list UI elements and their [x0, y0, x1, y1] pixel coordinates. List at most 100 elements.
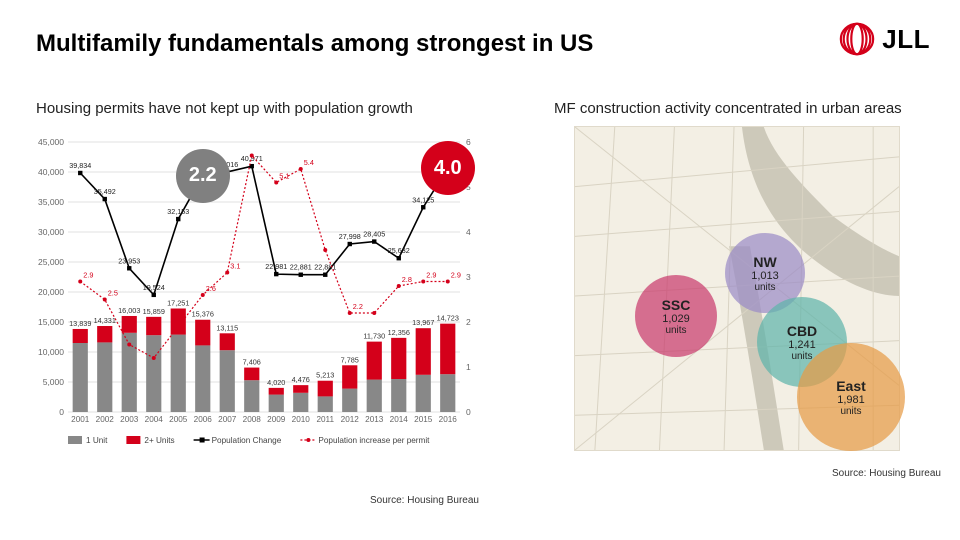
svg-text:32,153: 32,153 [167, 207, 189, 216]
svg-text:2015: 2015 [414, 415, 433, 424]
svg-text:14,331: 14,331 [94, 316, 116, 325]
bubble-name: NW [753, 254, 776, 270]
bar-2plus [269, 388, 284, 395]
svg-text:2003: 2003 [120, 415, 139, 424]
svg-text:5,000: 5,000 [43, 377, 65, 387]
svg-text:11,730: 11,730 [363, 332, 385, 341]
svg-text:2016: 2016 [439, 415, 458, 424]
bar-1unit [73, 343, 88, 412]
svg-text:2+ Units: 2+ Units [144, 436, 174, 445]
svg-text:17,251: 17,251 [167, 298, 189, 307]
source-right: Source: Housing Bureau [832, 468, 941, 479]
bubble-count: 1,241 [788, 339, 816, 351]
svg-text:16,003: 16,003 [118, 306, 140, 315]
svg-text:19,524: 19,524 [143, 283, 165, 292]
bar-1unit [171, 335, 186, 412]
bar-1unit [416, 375, 431, 412]
svg-text:2.8: 2.8 [402, 275, 412, 284]
svg-text:2001: 2001 [71, 415, 90, 424]
pop-change-line [80, 166, 448, 295]
svg-text:2.9: 2.9 [426, 271, 436, 280]
svg-text:2002: 2002 [96, 415, 115, 424]
svg-text:2: 2 [466, 317, 471, 327]
bubble-name: SSC [662, 297, 691, 313]
bar-2plus [318, 381, 333, 397]
svg-text:2009: 2009 [267, 415, 286, 424]
svg-text:40,000: 40,000 [38, 167, 64, 177]
svg-text:5,213: 5,213 [316, 371, 334, 380]
svg-text:2.9: 2.9 [83, 271, 93, 280]
svg-text:2014: 2014 [390, 415, 409, 424]
bar-1unit [440, 374, 455, 412]
bar-2plus [146, 317, 161, 335]
svg-text:3: 3 [466, 272, 471, 282]
bubble-name: East [836, 378, 866, 394]
svg-text:1: 1 [466, 362, 471, 372]
svg-text:22,981: 22,981 [265, 262, 287, 271]
svg-text:2008: 2008 [243, 415, 262, 424]
bubble-name: CBD [787, 323, 817, 339]
bar-2plus [73, 329, 88, 343]
svg-text:13,115: 13,115 [216, 323, 238, 332]
svg-text:14,723: 14,723 [437, 314, 459, 323]
bar-2plus [122, 316, 137, 333]
svg-text:2011: 2011 [316, 415, 334, 424]
svg-text:3.1: 3.1 [230, 262, 240, 271]
bubble-units: units [665, 325, 686, 336]
map-bubble-ssc: SSC1,029units [635, 275, 717, 357]
svg-text:45,000: 45,000 [38, 137, 64, 147]
permits-chart: 05,00010,00015,00020,00025,00030,00035,0… [28, 132, 488, 472]
svg-text:Population Change: Population Change [212, 436, 282, 445]
urban-map: SSC1,029unitsNW1,013unitsCBD1,241unitsEa… [574, 126, 900, 451]
svg-text:25,632: 25,632 [388, 246, 410, 255]
bar-1unit [244, 380, 259, 412]
bar-1unit [342, 389, 357, 412]
left-subtitle: Housing permits have not kept up with po… [36, 100, 413, 117]
bar-2plus [416, 328, 431, 375]
bar-1unit [318, 396, 333, 412]
svg-text:1 Unit: 1 Unit [86, 436, 108, 445]
svg-text:4,476: 4,476 [292, 375, 310, 384]
bubble-count: 1,013 [751, 270, 779, 282]
svg-text:5.4: 5.4 [304, 158, 314, 167]
svg-text:12,356: 12,356 [388, 328, 410, 337]
bar-2plus [244, 368, 259, 381]
svg-text:15,376: 15,376 [192, 310, 214, 319]
permits-chart-svg: 05,00010,00015,00020,00025,00030,00035,0… [28, 132, 488, 472]
svg-text:0: 0 [466, 407, 471, 417]
svg-text:0: 0 [59, 407, 64, 417]
svg-text:39,834: 39,834 [69, 161, 91, 170]
svg-text:4: 4 [466, 227, 471, 237]
bubble-units: units [840, 406, 861, 417]
svg-text:30,000: 30,000 [38, 227, 64, 237]
bar-2plus [391, 338, 406, 379]
svg-text:4,020: 4,020 [267, 378, 285, 387]
bar-2plus [171, 308, 186, 334]
svg-text:2.9: 2.9 [451, 271, 461, 280]
svg-text:10,000: 10,000 [38, 347, 64, 357]
bubble-count: 1,029 [662, 313, 690, 325]
chart-badge: 2.2 [176, 149, 230, 203]
svg-text:13,967: 13,967 [412, 318, 434, 327]
svg-text:2004: 2004 [145, 415, 164, 424]
bubble-units: units [754, 282, 775, 293]
bar-2plus [342, 365, 357, 388]
svg-text:25,000: 25,000 [38, 257, 64, 267]
bar-1unit [293, 393, 308, 412]
map-bubble-east: East1,981units [797, 343, 905, 451]
svg-text:35,000: 35,000 [38, 197, 64, 207]
bubble-units: units [791, 351, 812, 362]
source-left: Source: Housing Bureau [370, 495, 479, 506]
bar-1unit [269, 395, 284, 412]
bar-2plus [293, 385, 308, 393]
svg-text:2.5: 2.5 [108, 289, 118, 298]
svg-text:2007: 2007 [218, 415, 237, 424]
bar-1unit [367, 380, 382, 412]
slide-title: Multifamily fundamentals among strongest… [36, 30, 593, 58]
svg-text:2.6: 2.6 [206, 284, 216, 293]
svg-text:5.1: 5.1 [279, 172, 289, 181]
svg-text:23,953: 23,953 [118, 256, 140, 265]
bar-2plus [195, 320, 210, 346]
svg-text:20,000: 20,000 [38, 287, 64, 297]
jll-logo-text: JLL [882, 24, 930, 55]
